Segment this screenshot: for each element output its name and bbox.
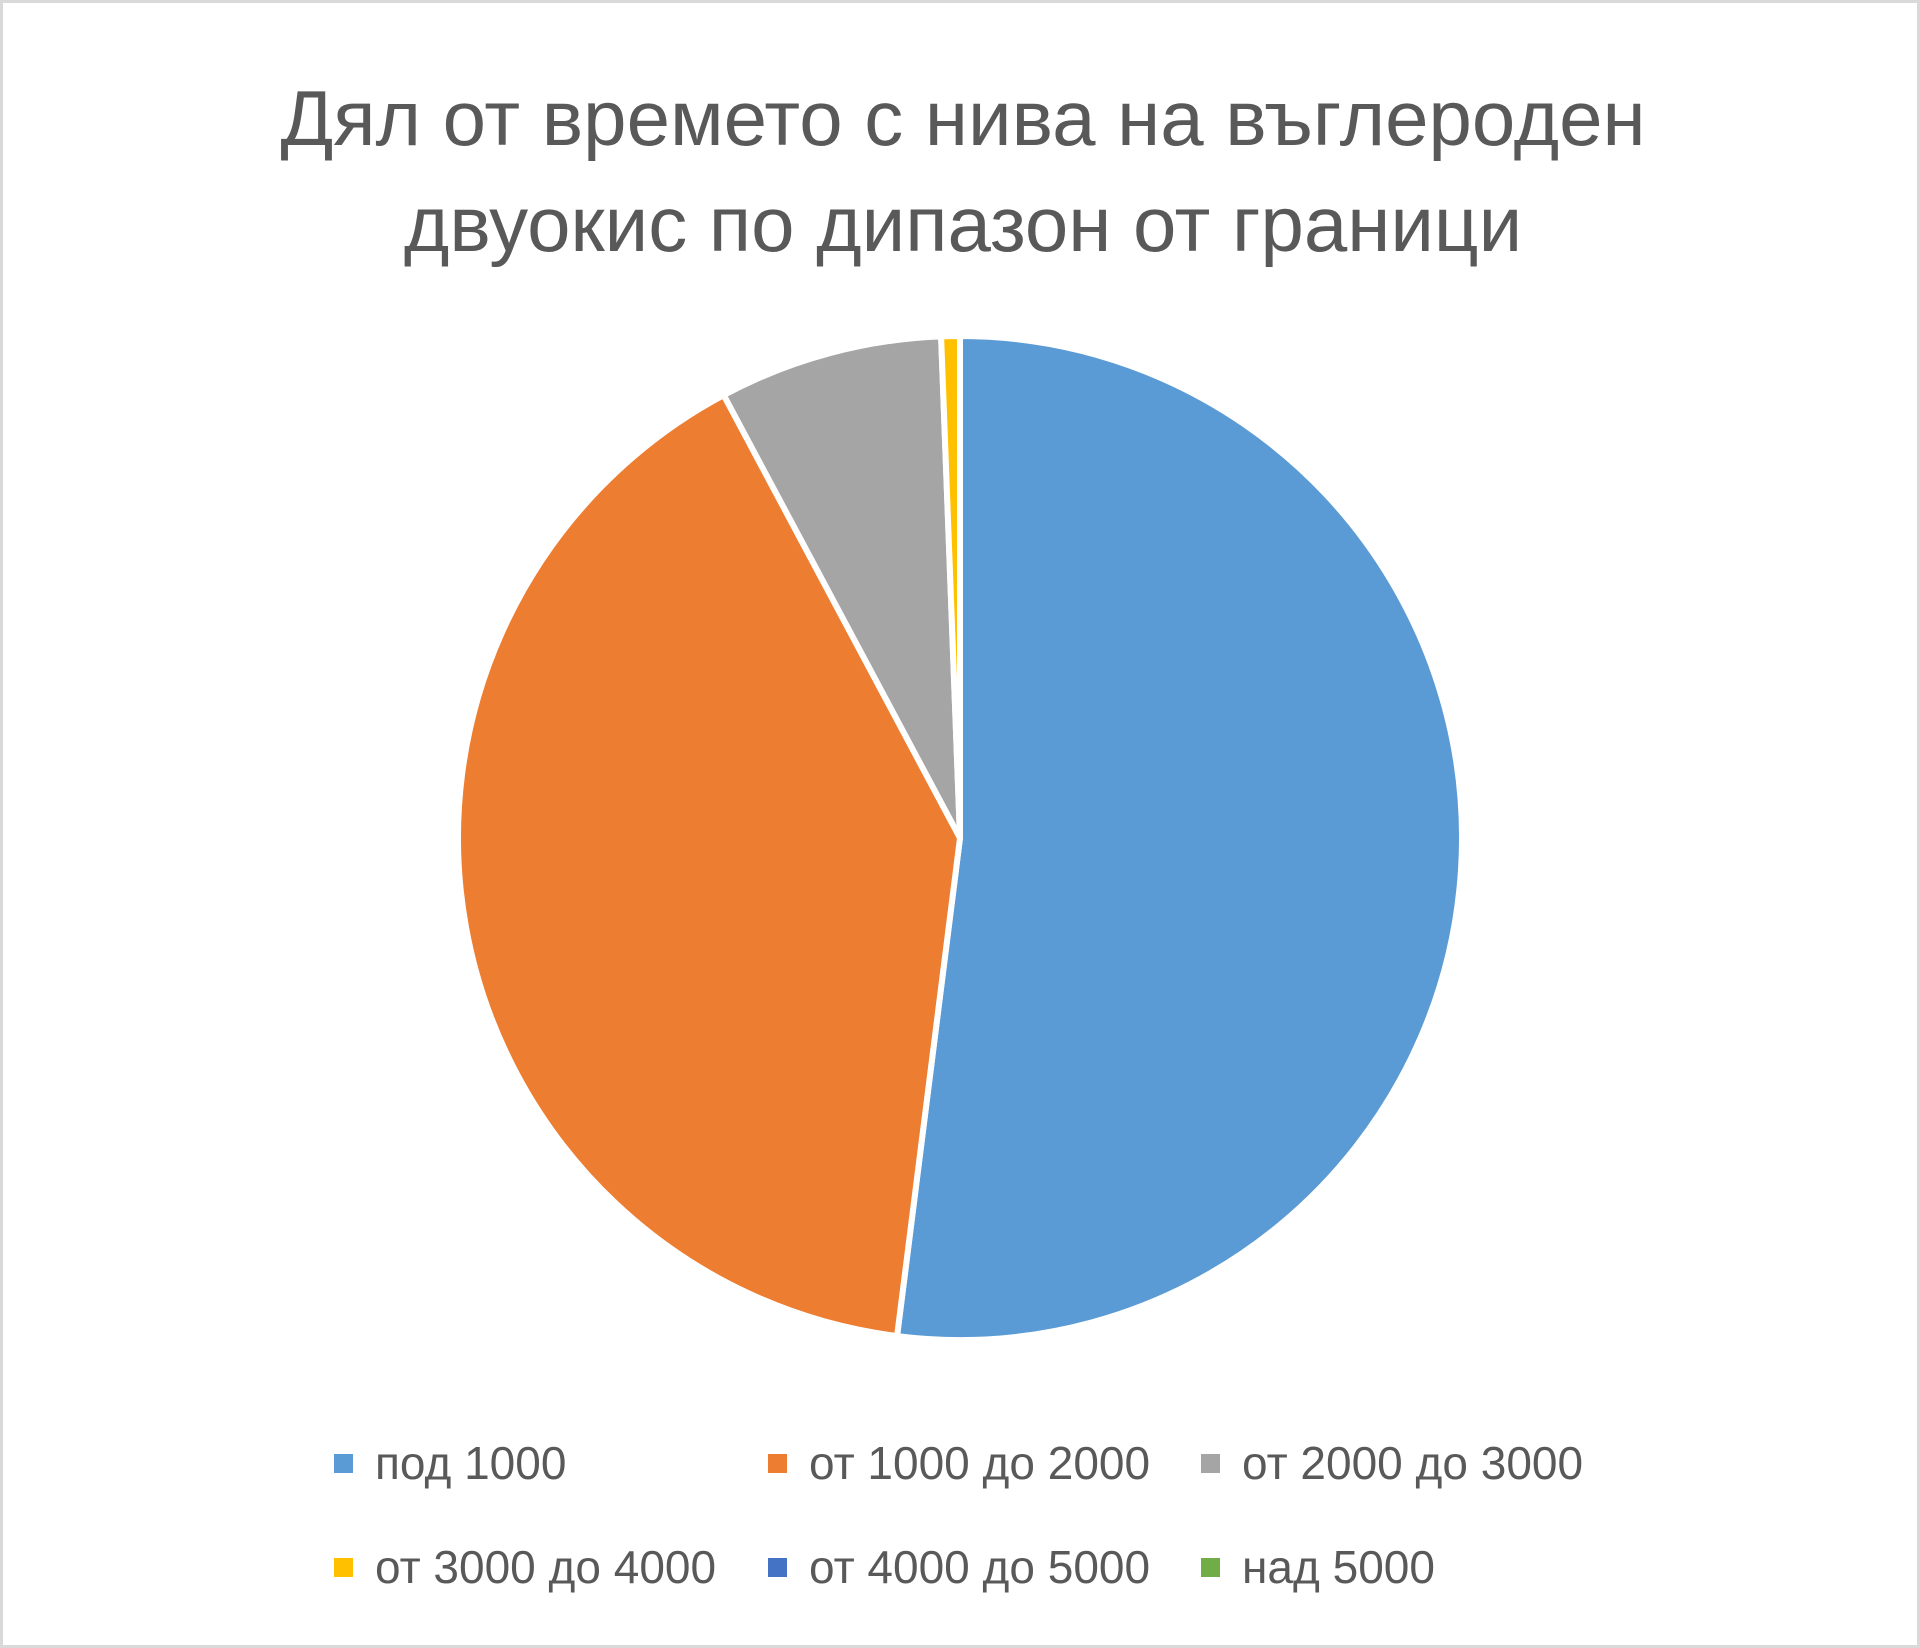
legend-item-1000-2000[interactable]: от 1000 до 2000 — [768, 1428, 1150, 1498]
chart-title: Дял от времето с нива на въглероден двуо… — [163, 65, 1763, 277]
chart-title-line-1: Дял от времето с нива на въглероден — [280, 74, 1646, 162]
chart-title-line-2: двуокис по дипазон от граници — [403, 180, 1523, 268]
legend-item-4000-5000[interactable]: от 4000 до 5000 — [768, 1532, 1150, 1602]
legend-label: над 5000 — [1242, 1541, 1435, 1593]
pie-slice-pod-1000[interactable] — [894, 333, 1465, 1343]
legend-swatch — [334, 1453, 353, 1473]
legend-label: под 1000 — [375, 1437, 567, 1489]
legend-label: от 4000 до 5000 — [809, 1541, 1151, 1593]
legend-item-2000-3000[interactable]: от 2000 до 3000 — [1201, 1428, 1583, 1498]
legend-item-nad-5000[interactable]: над 5000 — [1201, 1532, 1435, 1602]
legend-label: от 3000 до 4000 — [375, 1541, 717, 1593]
legend-item-pod-1000[interactable]: под 1000 — [334, 1428, 566, 1498]
pie-slice-3000-4000[interactable] — [938, 333, 963, 841]
legend-swatch — [334, 1557, 353, 1577]
pie-slice-1000-2000[interactable] — [455, 392, 963, 1340]
legend-swatch — [1201, 1453, 1220, 1473]
legend-swatch — [768, 1557, 787, 1577]
legend-label: от 2000 до 3000 — [1242, 1437, 1584, 1489]
pie-slice-2000-3000[interactable] — [720, 333, 963, 841]
legend-item-3000-4000[interactable]: от 3000 до 4000 — [334, 1532, 716, 1602]
legend-swatch — [768, 1453, 787, 1473]
legend-label: от 1000 до 2000 — [809, 1437, 1151, 1489]
legend-swatch — [1201, 1557, 1220, 1577]
